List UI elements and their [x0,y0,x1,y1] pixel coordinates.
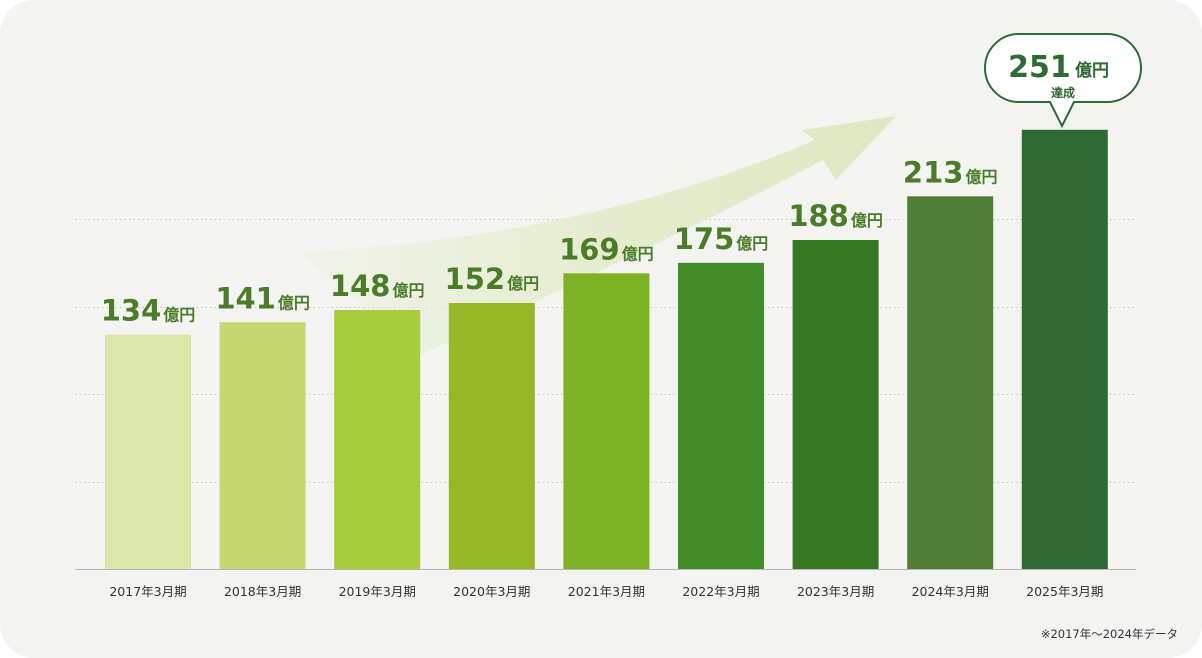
bar [678,262,764,570]
x-tick-label: 2019年3月期 [339,584,416,599]
data-label: 169 億円 [559,232,654,266]
x-tick-label: 2017年3月期 [109,584,186,599]
x-tick-label: 2025年3月期 [1026,584,1103,599]
data-label: 148 億円 [330,269,425,303]
callout-shape [984,33,1142,129]
callout-bubble: 251 億円 達成 [984,33,1142,129]
bar [792,240,879,569]
bar [105,334,191,569]
bar [563,273,650,570]
x-tick-label: 2024年3月期 [912,584,989,599]
callout-text: 達成 [1051,85,1075,100]
data-label: 213 億円 [903,155,998,189]
data-label: 141 億円 [215,281,310,315]
x-tick-label: 2020年3月期 [453,584,530,599]
bars [105,129,1108,570]
callout-value: 251 億円 [1008,50,1109,85]
x-tick-label: 2021年3月期 [568,584,645,599]
bar [1021,129,1108,570]
data-label: 175 億円 [674,222,769,256]
x-tick-label: 2018年3月期 [224,584,301,599]
bar [219,322,306,570]
bar [334,310,421,569]
bar [907,196,994,570]
x-tick-labels: 2017年3月期 2018年3月期 2019年3月期 2020年3月期 2021年3月期… [109,584,1103,599]
x-tick-label: 2023年3月期 [797,584,874,599]
value-labels: 134 億円 141 億円 148 億円 152 億円 169 億円 175 億円 188 億円 213 億円 [101,155,998,327]
bar [448,303,535,569]
footnote: ※2017年～2024年データ [1040,627,1178,641]
trend-arrow [300,116,896,355]
data-label: 134 億円 [101,294,196,328]
data-label: 152 億円 [445,262,540,296]
data-label: 188 億円 [788,199,883,233]
x-tick-label: 2022年3月期 [682,584,759,599]
